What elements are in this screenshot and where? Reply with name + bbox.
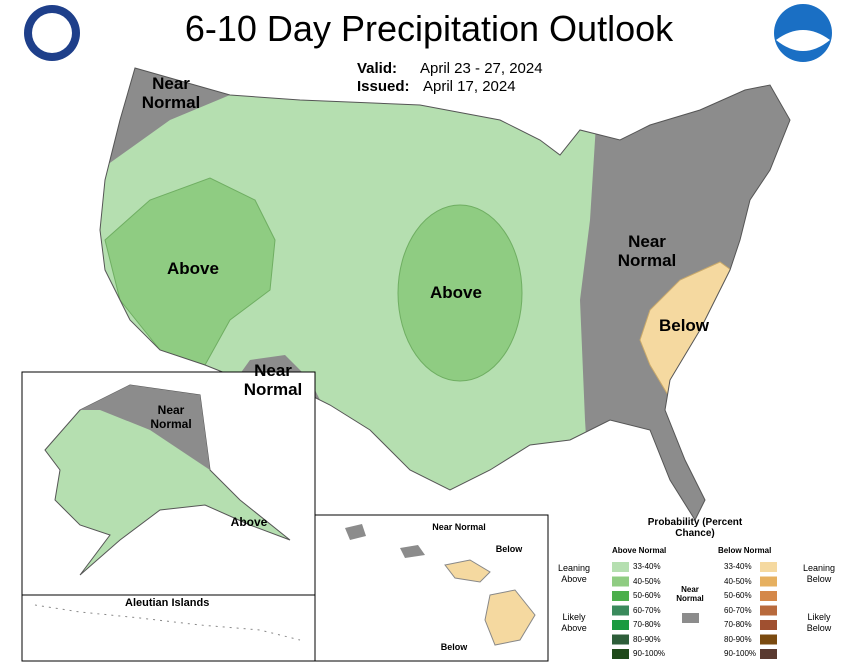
legend-swatch-above (612, 591, 629, 601)
legend-group: Leaning Above (557, 563, 591, 584)
legend-swatch-above (612, 649, 629, 659)
legend-range: 70-80% (724, 620, 752, 629)
legend-swatch-below (760, 634, 777, 645)
region-label: Near Normal (617, 232, 677, 270)
legend-swatch-below (760, 605, 777, 616)
legend-range: 80-90% (633, 634, 661, 644)
aleutian-label: Aleutian Islands (125, 597, 210, 609)
legend-heading: Above Normal (612, 546, 667, 555)
valid-dates: April 23 - 27, 2024 (420, 60, 543, 77)
legend-swatch-below (760, 576, 777, 587)
region-label: Near Normal (243, 361, 303, 399)
legend-range: 80-90% (724, 634, 752, 644)
alaska-near-normal (80, 385, 210, 470)
leaning-above-central (397, 204, 523, 382)
big-island (484, 589, 536, 646)
legend-range: 70-80% (633, 620, 661, 629)
legend-range: 50-60% (633, 591, 661, 600)
hawaii-label: Below (495, 544, 523, 554)
legend-group: Likely Above (561, 612, 587, 633)
alaska-label: Near Normal (150, 403, 192, 431)
legend-swatch-below (760, 620, 777, 630)
hawaii-label: Below (440, 642, 468, 652)
issued-date: April 17, 2024 (423, 78, 516, 95)
hawaii-label: Near Normal (432, 522, 486, 532)
legend-range: 50-60% (724, 591, 752, 600)
legend-range: 60-70% (633, 605, 661, 615)
legend-swatches (612, 562, 777, 659)
legend-range: 40-50% (724, 576, 752, 586)
issued-label: Issued: (357, 78, 410, 95)
title: 6-10 Day Precipitation Outlook (184, 8, 674, 49)
legend-range: 90-100% (724, 649, 757, 658)
legend-swatch-below (760, 591, 777, 601)
legend-group: Leaning Below (802, 563, 836, 584)
conus-outline (99, 67, 791, 522)
maui (444, 559, 491, 583)
legend-range: 33-40% (724, 562, 752, 571)
doc-logo-inner (32, 13, 72, 53)
legend-swatch-above (612, 620, 629, 630)
legend-range: 90-100% (633, 649, 666, 658)
legend-swatch-near (682, 613, 699, 623)
region-label: Above (167, 259, 219, 278)
legend-range: 60-70% (724, 605, 752, 615)
legend-title: Probability (Percent Chance) (647, 517, 743, 539)
region-label: Above (430, 283, 482, 302)
legend-range: 40-50% (633, 576, 661, 586)
region-label: Below (658, 316, 710, 335)
legend-swatch-above (612, 634, 629, 645)
legend-group: Likely Below (806, 612, 832, 633)
legend-swatch-below (760, 562, 777, 572)
near-normal-nw (100, 68, 300, 170)
legend-swatch-above (612, 576, 629, 587)
legend-near: Near Normal (676, 585, 704, 603)
region-label: Near Normal (141, 74, 201, 112)
legend-swatch-above (612, 562, 629, 572)
legend-heading: Below Normal (718, 546, 772, 555)
noaa-logo-bird (776, 30, 830, 51)
alaska-label: Above (230, 515, 268, 529)
legend-range: 33-40% (633, 562, 661, 571)
kauai (345, 524, 366, 540)
leaning-above-west (104, 177, 276, 366)
legend-swatch-above (612, 605, 629, 616)
alaska (44, 384, 291, 576)
oahu (400, 545, 425, 558)
valid-label: Valid: (357, 60, 398, 77)
legend-swatch-below (760, 649, 777, 659)
